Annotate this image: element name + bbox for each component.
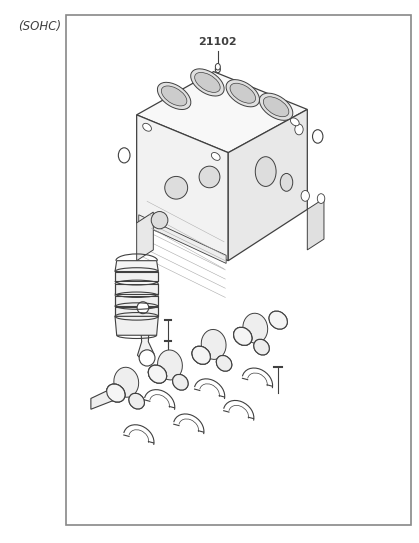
Polygon shape xyxy=(115,296,158,306)
Ellipse shape xyxy=(317,194,325,204)
Ellipse shape xyxy=(230,83,256,103)
Ellipse shape xyxy=(269,311,287,329)
Ellipse shape xyxy=(199,166,220,188)
Ellipse shape xyxy=(192,346,210,364)
Ellipse shape xyxy=(313,130,323,143)
Ellipse shape xyxy=(216,356,232,371)
Ellipse shape xyxy=(161,86,187,106)
Ellipse shape xyxy=(148,365,167,383)
Polygon shape xyxy=(115,261,158,272)
Ellipse shape xyxy=(234,327,252,345)
Ellipse shape xyxy=(263,97,289,117)
Ellipse shape xyxy=(129,393,145,409)
Ellipse shape xyxy=(158,350,182,380)
Text: (SOHC): (SOHC) xyxy=(18,20,61,33)
Ellipse shape xyxy=(118,148,130,163)
Ellipse shape xyxy=(191,69,224,96)
Ellipse shape xyxy=(173,375,188,390)
Ellipse shape xyxy=(301,191,309,201)
Ellipse shape xyxy=(255,157,276,186)
Ellipse shape xyxy=(143,123,151,131)
Ellipse shape xyxy=(195,72,220,92)
Polygon shape xyxy=(115,272,158,281)
Ellipse shape xyxy=(269,311,287,329)
Polygon shape xyxy=(228,110,307,261)
Ellipse shape xyxy=(107,384,125,402)
Ellipse shape xyxy=(295,124,303,135)
Ellipse shape xyxy=(114,367,139,397)
Ellipse shape xyxy=(259,93,293,121)
Polygon shape xyxy=(115,284,158,294)
Ellipse shape xyxy=(201,330,226,359)
Ellipse shape xyxy=(192,346,210,364)
Polygon shape xyxy=(91,387,116,409)
Ellipse shape xyxy=(234,327,252,345)
Ellipse shape xyxy=(107,384,125,402)
Polygon shape xyxy=(139,215,226,263)
Circle shape xyxy=(215,66,220,73)
Ellipse shape xyxy=(234,327,252,345)
Bar xyxy=(66,15,411,526)
Ellipse shape xyxy=(280,173,293,191)
Text: 21102: 21102 xyxy=(199,37,237,47)
Ellipse shape xyxy=(216,356,232,371)
Ellipse shape xyxy=(254,339,269,355)
Ellipse shape xyxy=(107,384,125,402)
Ellipse shape xyxy=(139,350,155,366)
Polygon shape xyxy=(115,307,158,317)
Ellipse shape xyxy=(226,80,259,107)
Ellipse shape xyxy=(215,64,220,70)
Polygon shape xyxy=(137,115,228,261)
Ellipse shape xyxy=(151,212,168,229)
Ellipse shape xyxy=(129,393,145,409)
Ellipse shape xyxy=(173,375,188,390)
Polygon shape xyxy=(137,72,307,153)
Polygon shape xyxy=(115,317,158,335)
Ellipse shape xyxy=(165,176,188,199)
Ellipse shape xyxy=(158,83,191,110)
Polygon shape xyxy=(137,212,153,261)
Ellipse shape xyxy=(137,302,149,314)
Ellipse shape xyxy=(243,313,268,343)
Ellipse shape xyxy=(290,118,299,126)
Polygon shape xyxy=(307,199,324,250)
Ellipse shape xyxy=(192,346,210,364)
Ellipse shape xyxy=(211,153,220,160)
Polygon shape xyxy=(136,306,154,363)
Ellipse shape xyxy=(148,365,167,383)
Ellipse shape xyxy=(254,339,269,355)
Ellipse shape xyxy=(148,365,167,383)
